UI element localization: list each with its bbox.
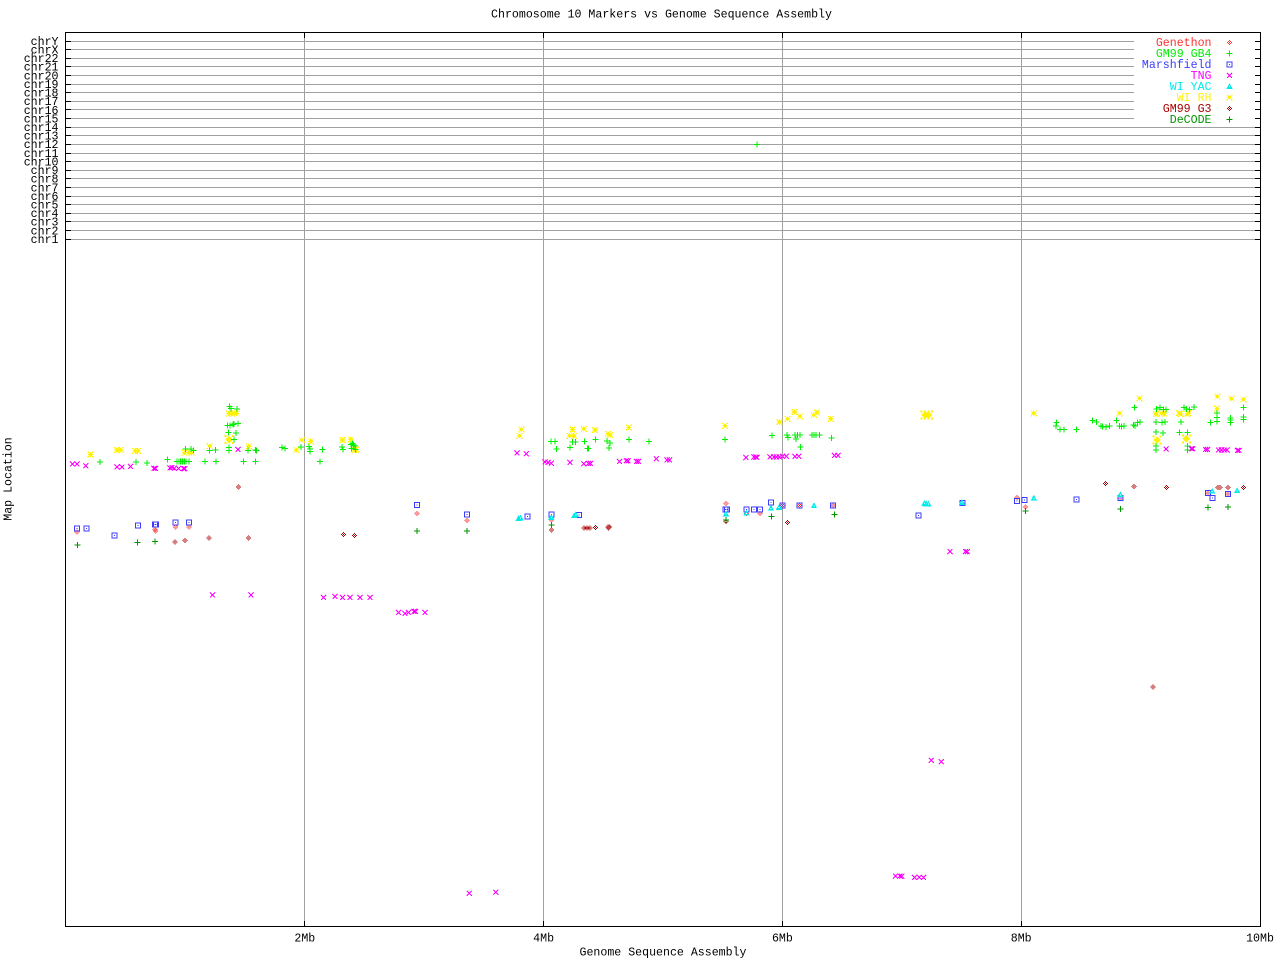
svg-text:4Mb: 4Mb xyxy=(533,933,554,946)
svg-text:GM99 G3: GM99 G3 xyxy=(1163,103,1212,116)
svg-text:Genome Sequence Assembly: Genome Sequence Assembly xyxy=(580,947,747,960)
svg-text:chrY: chrY xyxy=(31,36,59,49)
svg-text:chr6: chr6 xyxy=(31,191,59,204)
svg-text:chr16: chr16 xyxy=(24,105,59,118)
svg-text:chr14: chr14 xyxy=(24,122,59,135)
svg-text:chr12: chr12 xyxy=(24,139,59,152)
svg-text:chr10: chr10 xyxy=(24,156,59,169)
svg-text:chrX: chrX xyxy=(31,45,59,58)
svg-text:chr20: chr20 xyxy=(24,70,59,83)
svg-text:chr5: chr5 xyxy=(31,199,59,212)
svg-text:chr2: chr2 xyxy=(31,225,59,238)
svg-text:chr21: chr21 xyxy=(24,62,59,75)
svg-text:TNG: TNG xyxy=(1191,70,1212,83)
svg-text:chr8: chr8 xyxy=(31,174,59,187)
svg-text:chr18: chr18 xyxy=(24,88,59,101)
svg-text:chr22: chr22 xyxy=(24,53,59,66)
svg-text:chr19: chr19 xyxy=(24,79,59,92)
svg-text:6Mb: 6Mb xyxy=(772,933,793,946)
svg-text:Genethon: Genethon xyxy=(1156,37,1212,50)
svg-text:2Mb: 2Mb xyxy=(294,933,315,946)
svg-text:chr7: chr7 xyxy=(31,182,59,195)
svg-text:10Mb: 10Mb xyxy=(1246,933,1274,946)
svg-text:Chromosome 10 Markers vs Genom: Chromosome 10 Markers vs Genome Sequence… xyxy=(491,9,832,22)
svg-text:Map Location: Map Location xyxy=(3,437,16,521)
svg-text:Marshfield: Marshfield xyxy=(1142,59,1212,72)
svg-text:GM99 GB4: GM99 GB4 xyxy=(1156,48,1212,61)
svg-text:chr15: chr15 xyxy=(24,113,59,126)
svg-text:chr4: chr4 xyxy=(31,208,59,221)
svg-text:chr3: chr3 xyxy=(31,217,59,230)
svg-text:DeCODE: DeCODE xyxy=(1170,114,1212,127)
svg-text:chr11: chr11 xyxy=(24,148,59,161)
svg-text:chr13: chr13 xyxy=(24,131,59,144)
svg-text:chr9: chr9 xyxy=(31,165,59,178)
svg-text:WI YAC: WI YAC xyxy=(1170,81,1212,94)
svg-text:chr17: chr17 xyxy=(24,96,59,109)
svg-text:WI RH: WI RH xyxy=(1177,92,1212,105)
svg-text:8Mb: 8Mb xyxy=(1011,933,1032,946)
svg-text:chr1: chr1 xyxy=(31,234,59,247)
